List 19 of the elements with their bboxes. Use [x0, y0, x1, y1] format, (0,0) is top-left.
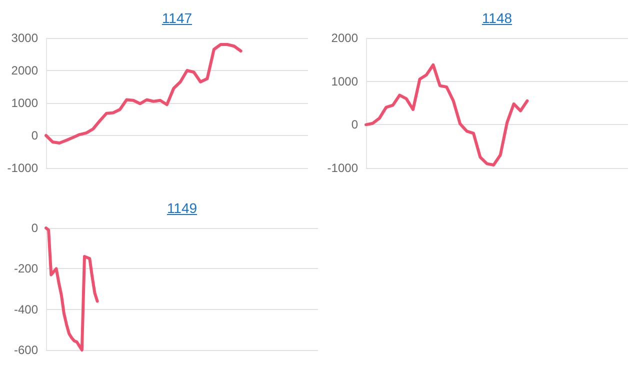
- y-tick-label: 1000: [331, 74, 358, 88]
- y-tick-label: 0: [351, 118, 358, 132]
- y-tick-label: -1000: [327, 161, 358, 175]
- y-tick-label: -400: [14, 302, 38, 316]
- y-tick-label: 2000: [331, 31, 358, 45]
- y-tick-label: 2000: [11, 64, 38, 78]
- chart-title: 1147: [162, 10, 192, 26]
- y-tick-label: -1000: [7, 161, 38, 175]
- y-tick-label: 0: [31, 221, 38, 235]
- y-tick-label: -200: [14, 262, 38, 276]
- y-tick-label: 0: [31, 128, 38, 142]
- line-series: [44, 43, 242, 144]
- chart-title: 1149: [166, 200, 198, 216]
- line-series: [44, 226, 99, 352]
- chart-title: 1148: [482, 10, 512, 26]
- y-tick-label: 3000: [11, 31, 38, 45]
- y-tick-label: 1000: [11, 96, 38, 110]
- line-series: [364, 63, 529, 166]
- y-tick-label: -600: [14, 343, 38, 357]
